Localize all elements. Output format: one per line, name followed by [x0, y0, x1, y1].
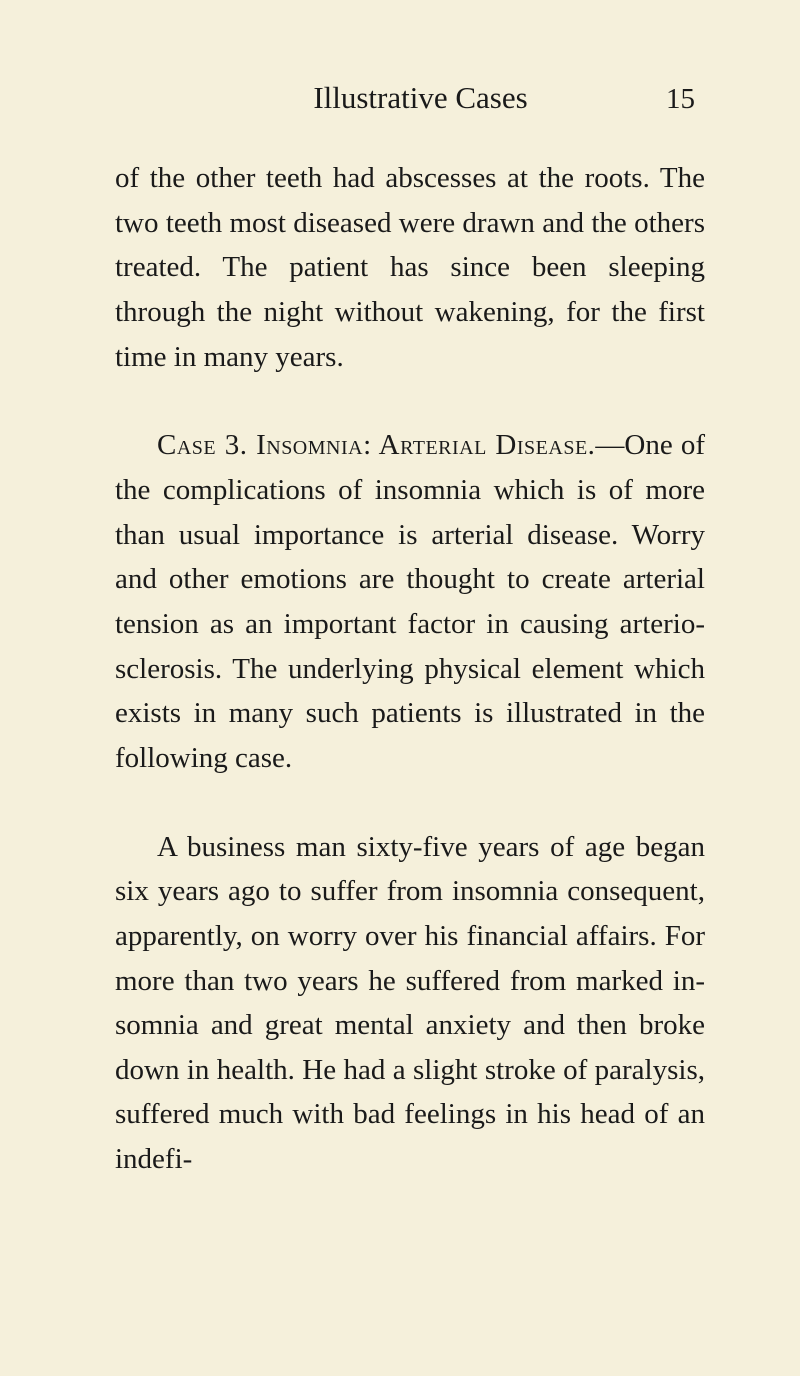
paragraph-1: of the other teeth had abscesses at the …: [115, 156, 705, 379]
paragraph-2: Case 3. Insomnia: Arterial Disease.—One …: [115, 423, 705, 780]
running-title: Illustrative Cases: [175, 80, 666, 116]
book-page: Illustrative Cases 15 of the other teeth…: [115, 80, 705, 1306]
paragraph-3: A business man sixty-five years of age b…: [115, 825, 705, 1182]
paragraph-2-body: —One of the complications of insomnia wh…: [115, 429, 705, 774]
page-number: 15: [666, 83, 695, 116]
page-header: Illustrative Cases 15: [115, 80, 705, 116]
case-heading: Case 3. Insomnia: Arterial Disease.: [157, 429, 595, 461]
